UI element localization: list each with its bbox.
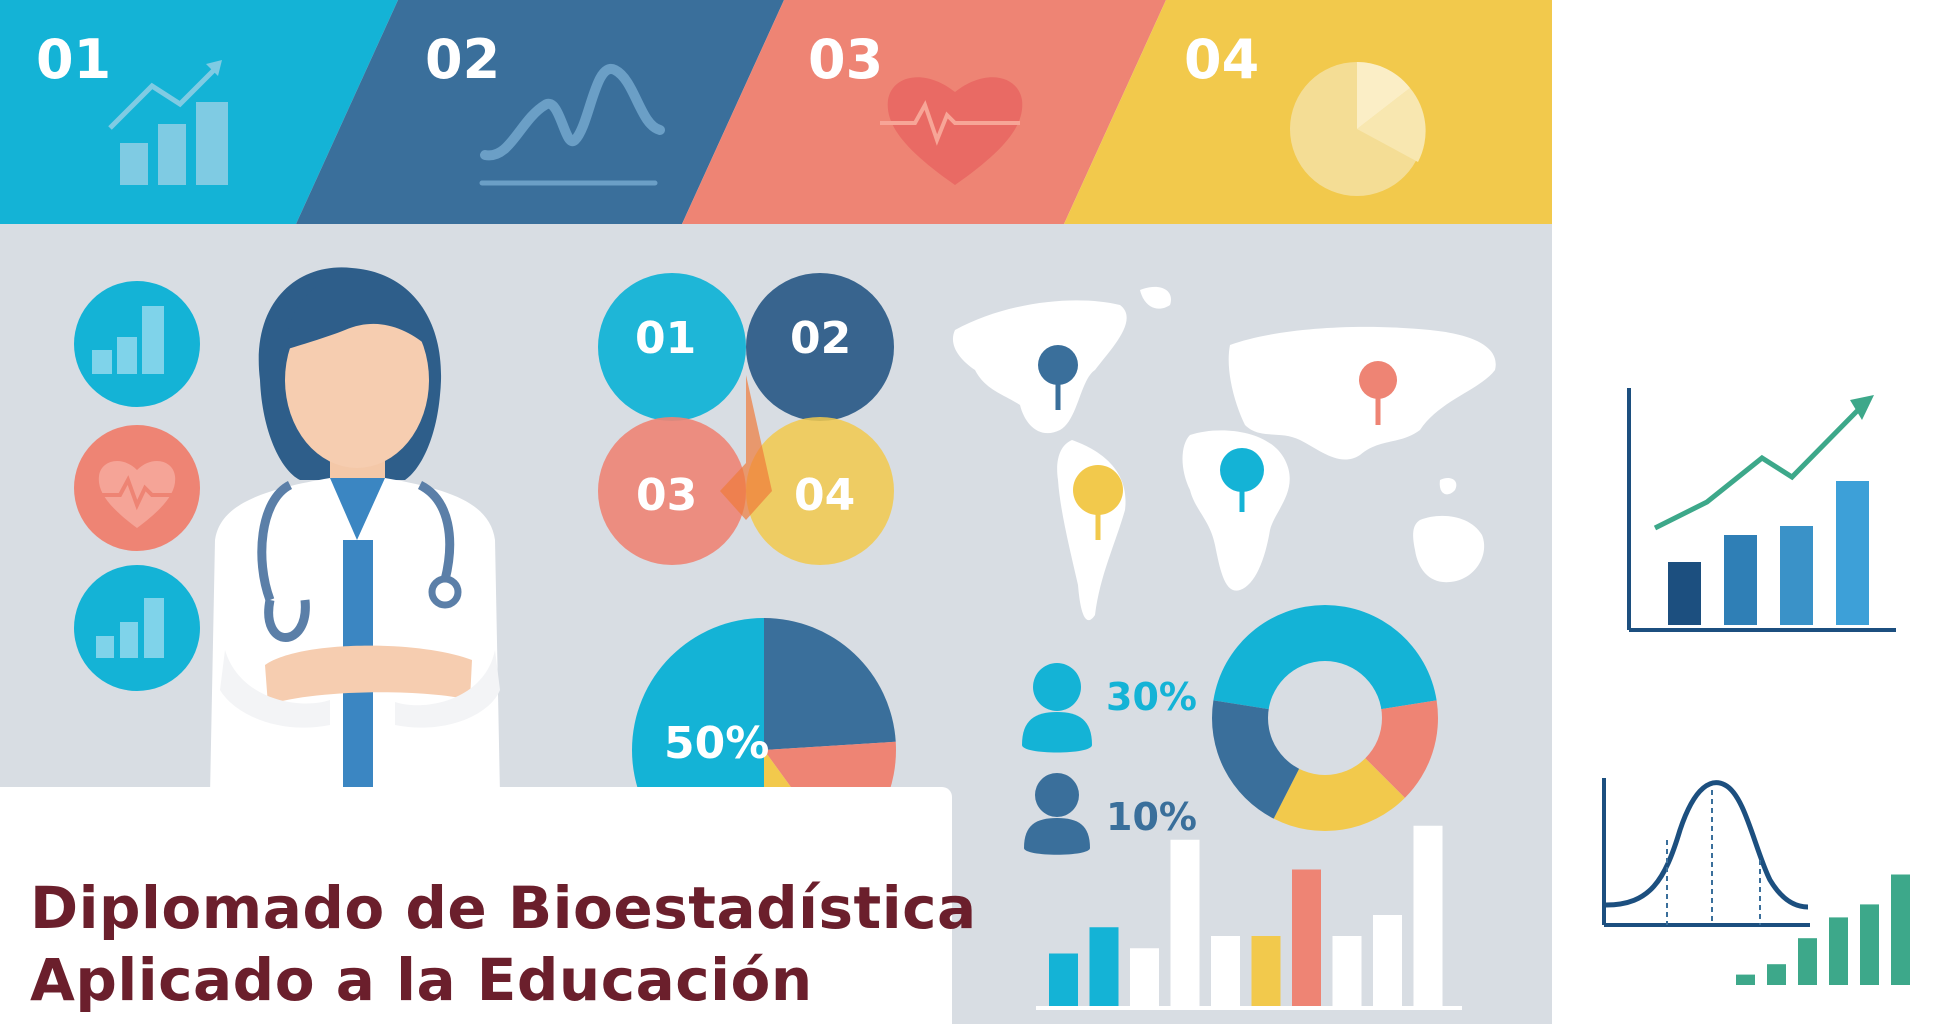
- bar: [1332, 936, 1362, 1006]
- growth-chart-icon: [108, 60, 228, 185]
- banner-step-4-number: 04: [1184, 28, 1259, 91]
- donut-chart: [1212, 604, 1438, 831]
- map-pin-asia: [1359, 361, 1397, 425]
- bell-side-bar: [1829, 917, 1848, 985]
- growth-bar: [1668, 562, 1701, 625]
- pie-chart-icon: [1290, 61, 1426, 196]
- heart-monitor-icon: [98, 461, 176, 528]
- bell-side-bar: [1736, 974, 1755, 985]
- side-icon-2: [74, 425, 200, 551]
- growth-bar: [1724, 535, 1757, 625]
- doctor-illustration: [210, 267, 500, 795]
- stat-person-2: 10%: [1024, 773, 1197, 855]
- banner-step-1-number: 01: [36, 28, 111, 91]
- donut-hole: [1268, 661, 1382, 775]
- bar: [1292, 869, 1321, 1006]
- stat-value-1: 30%: [1106, 675, 1197, 719]
- venn-label-1: 01: [635, 313, 696, 364]
- side-icon-1: [74, 281, 200, 407]
- title-line-1: Diplomado de Bioestadística: [30, 874, 977, 942]
- pie-label: 50%: [664, 718, 769, 769]
- banner-step-3-number: 03: [808, 28, 883, 91]
- bell-side-bar: [1798, 938, 1817, 985]
- bell-bars: [1736, 874, 1910, 985]
- growth-chart-card: [1590, 365, 1912, 665]
- side-icon-3: [74, 565, 200, 691]
- growth-bars: [1668, 481, 1869, 625]
- pie-slice: [764, 618, 896, 750]
- person-icon: [1024, 773, 1090, 855]
- bell-side-bar: [1767, 964, 1786, 985]
- bar: [1130, 948, 1159, 1006]
- bar: [1413, 825, 1443, 1006]
- bar-chart: [1049, 825, 1443, 1006]
- growth-trend-line: [1653, 406, 1862, 531]
- top-banner: 01 02 03 04: [0, 0, 1552, 224]
- bar: [1170, 839, 1200, 1006]
- bell-curve: [1605, 780, 1809, 910]
- map-pins: [1038, 345, 1397, 540]
- person-icon: [1022, 663, 1092, 753]
- bell-side-bar: [1891, 874, 1910, 985]
- banner-step-2-number: 02: [425, 28, 500, 91]
- growth-bar: [1836, 481, 1869, 625]
- map-pin-north-america: [1038, 345, 1078, 410]
- bell-curve-card: [1590, 732, 1912, 992]
- bar: [1373, 915, 1402, 1006]
- stat-value-2: 10%: [1106, 795, 1197, 839]
- venn-diagram: 01 02 03 04: [598, 273, 894, 565]
- map-pin-south-america: [1073, 465, 1123, 540]
- title-card: Diplomado de Bioestadística Aplicado a l…: [0, 787, 977, 1024]
- map-pin-africa: [1220, 448, 1264, 512]
- bar: [1251, 936, 1281, 1006]
- trend-arrow-icon: [1850, 395, 1874, 420]
- donut-slice: [1273, 718, 1405, 831]
- venn-label-3: 03: [636, 470, 697, 521]
- bar: [1049, 953, 1078, 1006]
- title-line-2: Aplicado a la Educación: [30, 946, 813, 1014]
- bar-chart-icon: [92, 306, 164, 374]
- bar: [1211, 936, 1240, 1006]
- stat-person-1: 30%: [1022, 663, 1197, 753]
- heartbeat-icon: [880, 77, 1023, 185]
- growth-bar: [1780, 526, 1813, 625]
- bar: [1089, 927, 1119, 1006]
- venn-label-2: 02: [790, 313, 851, 364]
- bell-side-bar: [1860, 904, 1879, 985]
- wave-line-icon: [479, 64, 665, 186]
- venn-label-4: 04: [794, 470, 855, 521]
- bar-chart-icon: [96, 598, 164, 658]
